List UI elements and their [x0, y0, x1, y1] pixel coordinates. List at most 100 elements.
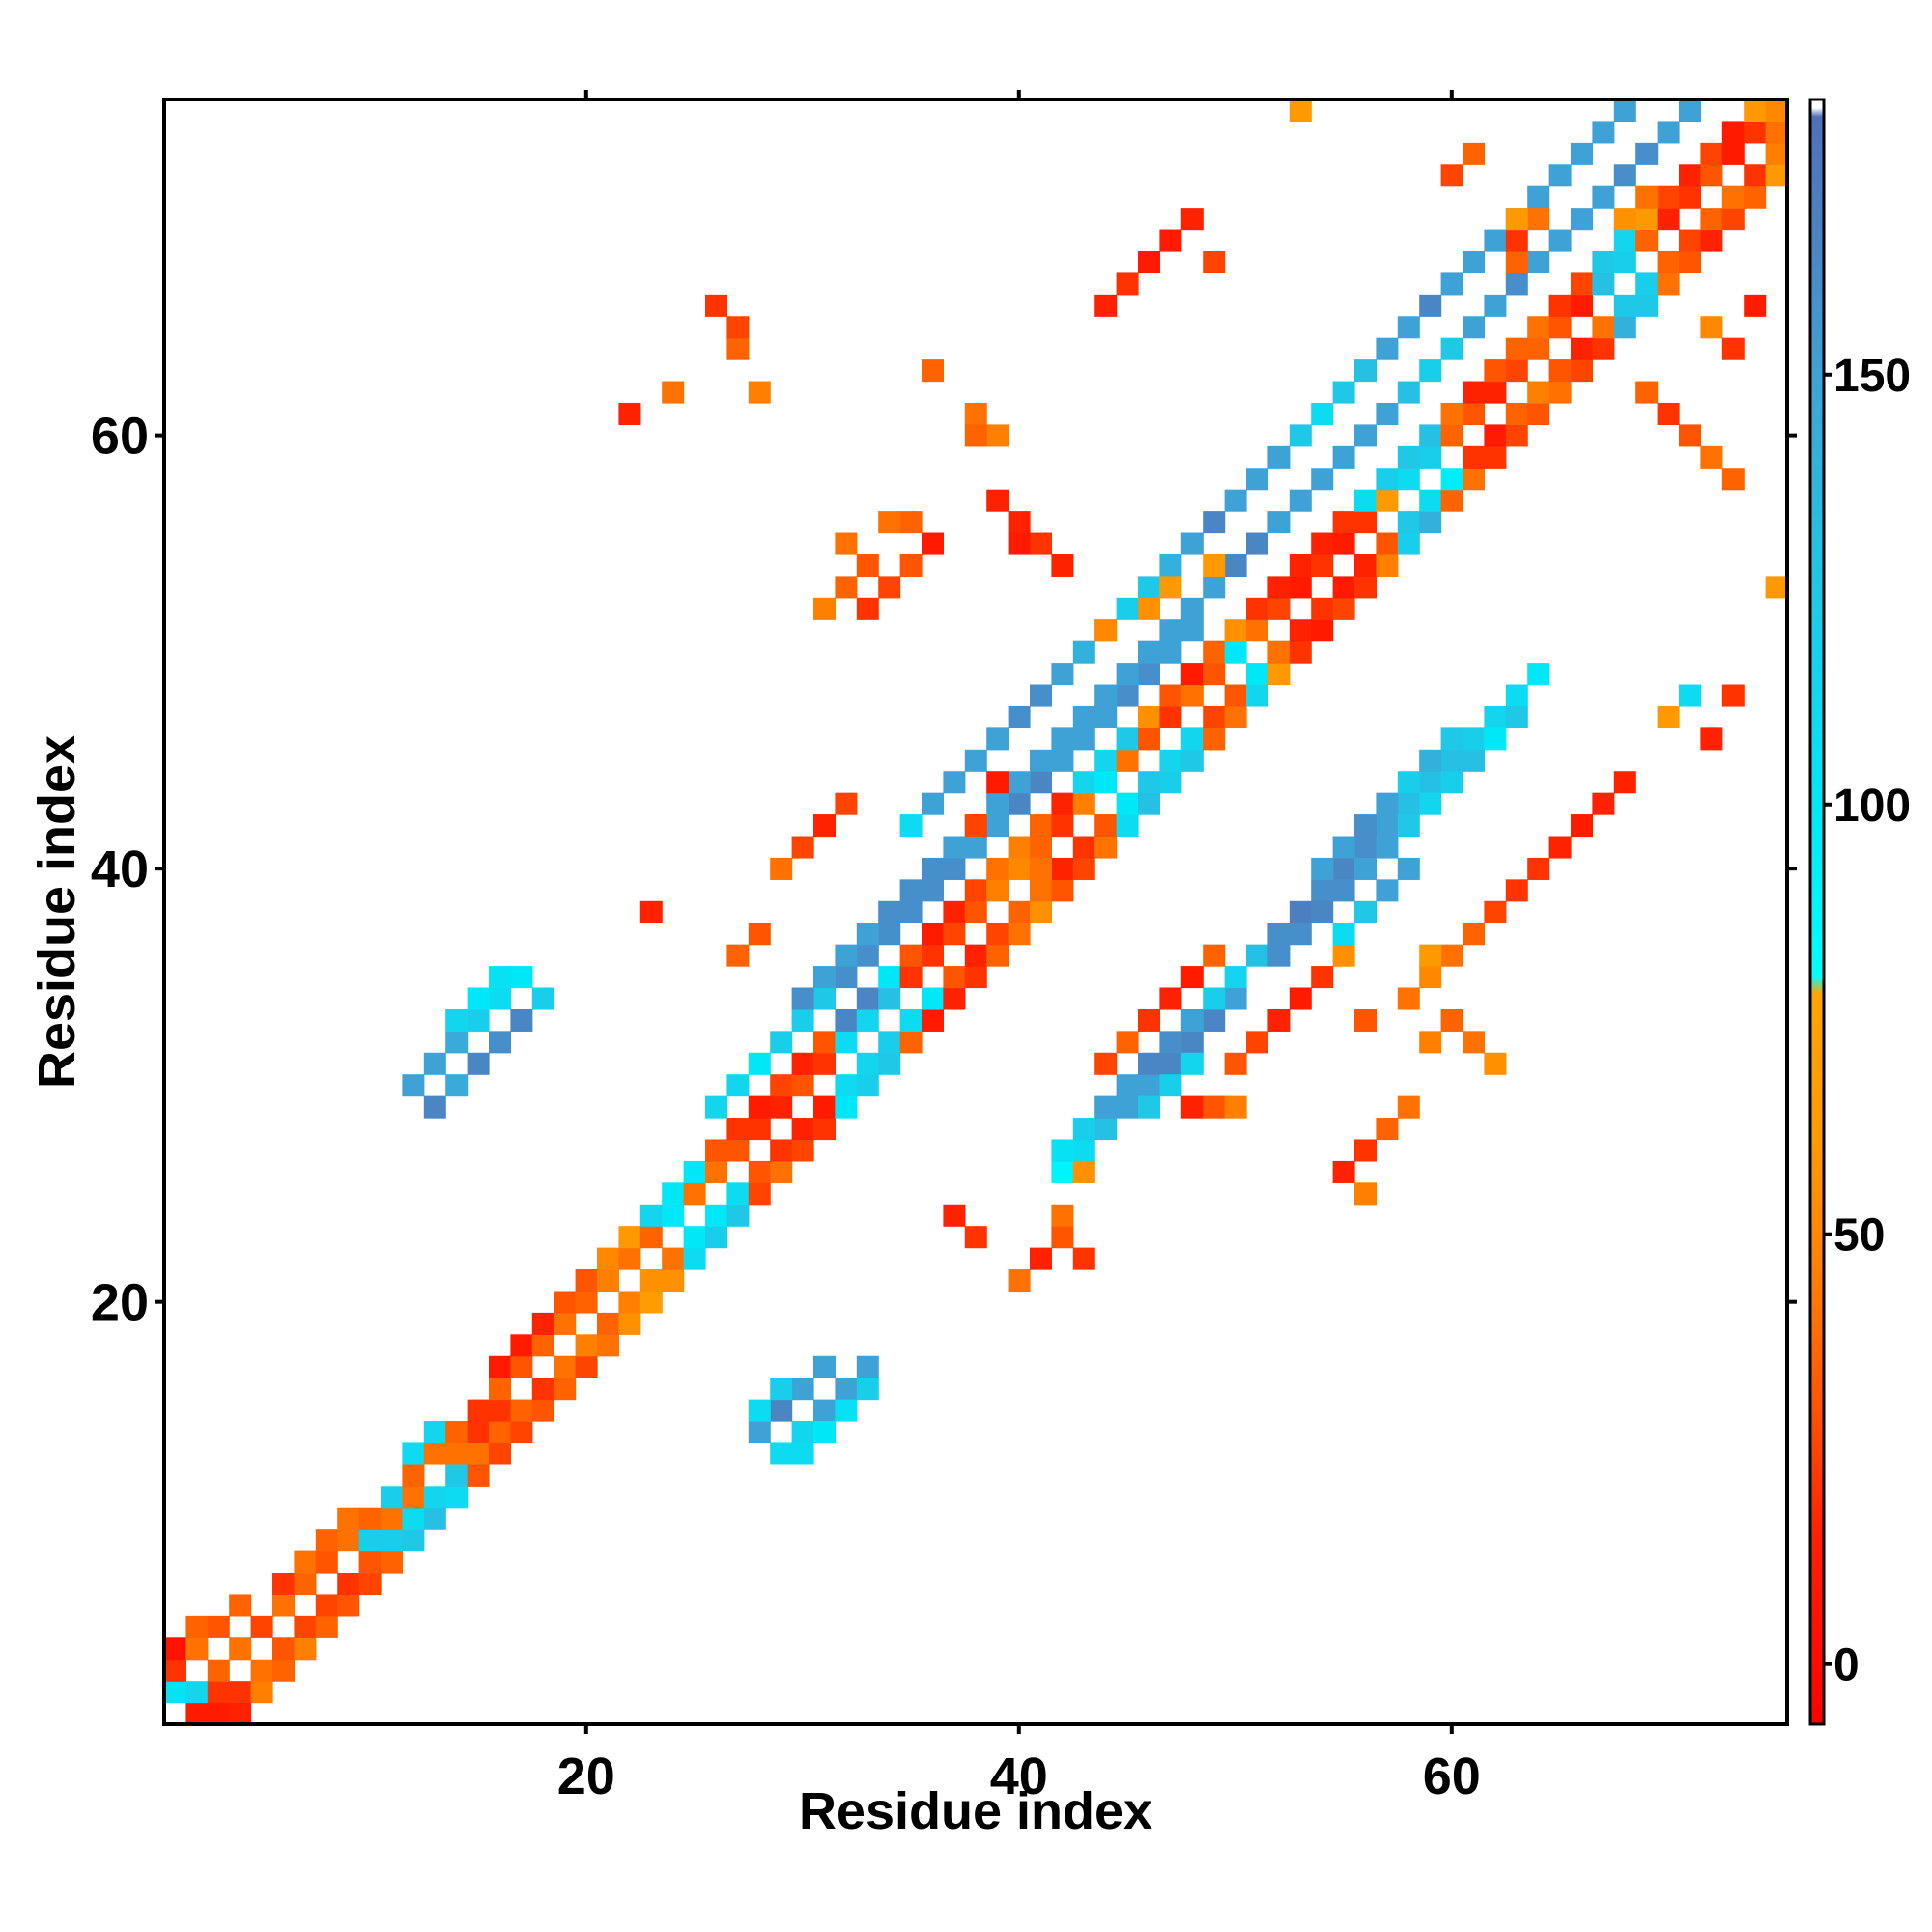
heatmap-cell — [467, 987, 490, 1010]
heatmap-cell — [899, 511, 923, 534]
heatmap-cell — [639, 1291, 663, 1314]
heatmap-cell — [856, 1009, 879, 1032]
heatmap-cell — [618, 1226, 641, 1249]
heatmap-cell — [1613, 250, 1636, 274]
heatmap-cell — [986, 489, 1009, 512]
heatmap-cell — [229, 1594, 252, 1617]
heatmap-cell — [878, 1031, 901, 1054]
heatmap-cell — [835, 944, 858, 967]
heatmap-cell — [1397, 445, 1420, 469]
heatmap-cell — [597, 1312, 619, 1335]
heatmap-cell — [554, 1355, 577, 1378]
heatmap-cell — [164, 1637, 186, 1661]
heatmap-cell — [1332, 879, 1355, 902]
heatmap-cell — [1721, 684, 1745, 707]
heatmap-cell — [1505, 684, 1528, 707]
heatmap-cell — [1765, 142, 1788, 165]
heatmap-cell — [1180, 208, 1204, 231]
heatmap-cell — [294, 1637, 317, 1661]
heatmap-cell — [1224, 705, 1247, 728]
heatmap-cell — [1332, 923, 1355, 946]
heatmap-cell — [1571, 814, 1593, 838]
heatmap-cell — [1246, 663, 1268, 686]
heatmap-cell — [1440, 944, 1463, 967]
heatmap-cell — [1051, 727, 1074, 751]
heatmap-cell — [272, 1594, 295, 1617]
heatmap-cell — [922, 923, 944, 946]
heatmap-cell — [1419, 489, 1442, 512]
heatmap-cell — [1224, 1095, 1247, 1119]
heatmap-cell — [1463, 142, 1485, 165]
heatmap-cell — [1180, 1031, 1204, 1054]
heatmap-cell — [1116, 1074, 1139, 1097]
heatmap-cell — [1267, 640, 1291, 664]
heatmap-cell — [943, 771, 966, 794]
heatmap-cell — [835, 532, 858, 555]
heatmap-cell — [986, 879, 1009, 902]
heatmap-cell — [423, 1095, 446, 1119]
heatmap-cell — [1463, 468, 1485, 491]
heatmap-cell — [1203, 987, 1226, 1010]
heatmap-cell — [315, 1550, 338, 1574]
heatmap-cell — [1094, 749, 1118, 772]
heatmap-cell — [986, 814, 1009, 838]
heatmap-cell — [185, 1702, 209, 1725]
heatmap-cell — [856, 923, 879, 946]
heatmap-cell — [943, 923, 966, 946]
heatmap-cell — [1592, 316, 1615, 339]
heatmap-cell — [1311, 900, 1334, 923]
heatmap-cell — [531, 1378, 554, 1401]
heatmap-cell — [770, 1095, 793, 1119]
heatmap-cell — [1116, 749, 1139, 772]
heatmap-cell — [1072, 836, 1095, 859]
heatmap-cell — [856, 554, 879, 577]
heatmap-cell — [943, 1204, 966, 1227]
heatmap-cell — [1267, 944, 1291, 967]
plot-frame — [162, 98, 1789, 1726]
heatmap-cell — [1463, 1031, 1485, 1054]
heatmap-cell — [639, 1204, 663, 1227]
heatmap-cell — [964, 879, 987, 902]
heatmap-cell — [1505, 705, 1528, 728]
heatmap-cell — [1289, 900, 1312, 923]
heatmap-cell — [1267, 923, 1291, 946]
heatmap-cell — [1592, 337, 1615, 360]
heatmap-cell — [467, 1009, 490, 1032]
heatmap-cell — [381, 1550, 403, 1574]
heatmap-cell — [1159, 554, 1182, 577]
heatmap-cell — [1744, 99, 1767, 123]
heatmap-cell — [1332, 576, 1355, 599]
heatmap-cell — [1657, 185, 1680, 209]
heatmap-cell — [207, 1681, 230, 1704]
heatmap-cell — [185, 1615, 209, 1638]
heatmap-cell — [1548, 164, 1572, 187]
heatmap-cell — [294, 1573, 317, 1596]
heatmap-cell — [1700, 164, 1723, 187]
heatmap-cell — [294, 1615, 317, 1638]
heatmap-cell — [1397, 381, 1420, 404]
heatmap-cell — [207, 1702, 230, 1725]
heatmap-cell — [1463, 381, 1485, 404]
heatmap-cell — [1527, 381, 1550, 404]
heatmap-cell — [1613, 316, 1636, 339]
heatmap-cell — [683, 1247, 706, 1270]
heatmap-cell — [1138, 1074, 1160, 1097]
heatmap-cell — [1397, 532, 1420, 555]
heatmap-cell — [467, 1052, 490, 1075]
heatmap-cell — [1484, 294, 1507, 317]
heatmap-cell — [618, 1312, 641, 1335]
heatmap-cell — [575, 1334, 598, 1357]
heatmap-cell — [813, 597, 836, 620]
heatmap-cell — [662, 1269, 685, 1293]
heatmap-cell — [835, 1095, 858, 1119]
heatmap-cell — [1548, 836, 1572, 859]
heatmap-cell — [1613, 164, 1636, 187]
heatmap-cell — [489, 1421, 511, 1444]
heatmap-cell — [1246, 597, 1268, 620]
heatmap-cell — [1072, 1118, 1095, 1141]
heatmap-cell — [1094, 771, 1118, 794]
heatmap-cell — [922, 792, 944, 815]
heatmap-cell — [185, 1637, 209, 1661]
heatmap-cell — [1744, 164, 1767, 187]
heatmap-cell — [445, 1463, 469, 1487]
